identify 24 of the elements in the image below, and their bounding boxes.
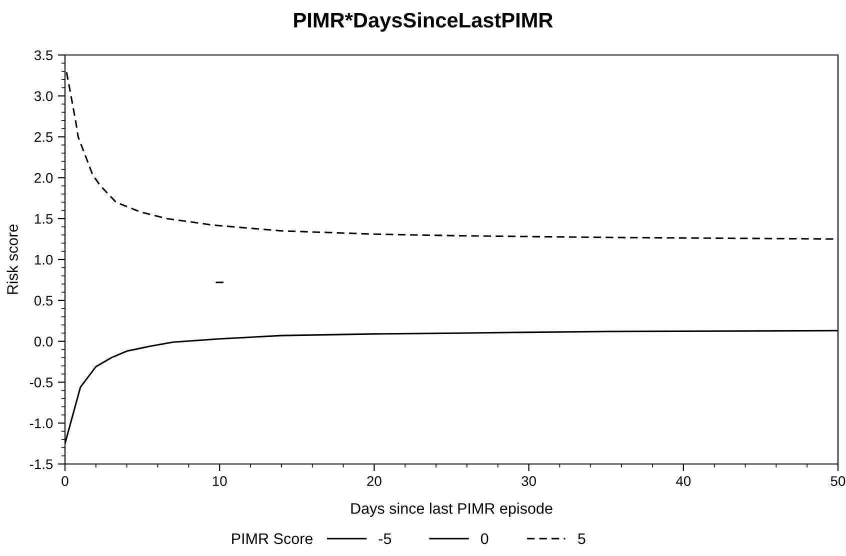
y-tick-label: 0.0 xyxy=(34,336,53,346)
legend-title: PIMR Score xyxy=(232,533,313,544)
x-tick-label: 10 xyxy=(212,476,227,486)
y-tick-label: 1.5 xyxy=(34,214,53,224)
x-axis-title: Days since last PIMR episode xyxy=(351,502,552,517)
chart-title: PIMR*DaysSinceLastPIMR xyxy=(294,12,553,32)
y-tick-label: 2.5 xyxy=(34,132,53,142)
y-tick-label: 2.0 xyxy=(34,173,53,183)
y-tick-label: 1.0 xyxy=(34,254,53,265)
y-tick-label: -1.5 xyxy=(30,459,53,470)
legend-label: 0 xyxy=(480,533,488,544)
y-tick-label: -0.5 xyxy=(30,378,53,388)
y-tick-label: -1.0 xyxy=(30,418,53,428)
x-tick-label: 40 xyxy=(676,476,691,486)
y-tick-label: 3.0 xyxy=(34,91,53,102)
x-tick-label: 30 xyxy=(522,476,536,486)
x-tick-label: 50 xyxy=(830,476,846,486)
legend-label: 5 xyxy=(578,533,586,544)
x-tick-label: 20 xyxy=(367,476,382,486)
y-tick-label: 0.5 xyxy=(34,296,53,306)
x-tick-label: 0 xyxy=(62,476,68,486)
legend-label: -5 xyxy=(378,533,392,544)
y-tick-label: 3.5 xyxy=(34,50,53,60)
y-axis-title: Risk score xyxy=(6,224,18,294)
